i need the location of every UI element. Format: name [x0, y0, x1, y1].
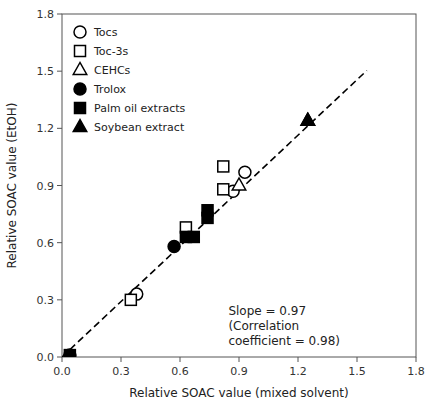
y-tick	[57, 128, 62, 129]
point	[64, 349, 76, 357]
y-tick	[57, 14, 62, 15]
legend-label: Trolox	[93, 83, 127, 96]
chart: 0.0 0.3 0.6 0.9 1.2 1.5 1.8 0.0 0.3 0.6 0.9 1.2 1.5 1…	[0, 0, 430, 409]
y-tick	[57, 242, 62, 243]
point	[64, 350, 75, 357]
y-tick	[57, 357, 62, 358]
point	[218, 184, 229, 195]
y-tick	[57, 299, 62, 300]
x-tick-label: 1.8	[407, 365, 425, 378]
x-tick	[180, 357, 181, 362]
legend-marker	[74, 26, 86, 38]
x-tick-label: 1.5	[348, 365, 366, 378]
point	[301, 113, 315, 125]
annotation-line: Slope = 0.97	[228, 304, 306, 318]
point	[202, 205, 213, 216]
x-tick	[416, 357, 417, 362]
annotation: Slope = 0.97(Correlationcoefficient = 0.…	[228, 304, 340, 348]
point	[168, 240, 180, 252]
legend-marker	[73, 120, 87, 132]
x-tick	[357, 357, 358, 362]
legend-label: Toc-3s	[93, 45, 129, 58]
legend-marker	[75, 46, 86, 57]
y-tick-label: 0.3	[37, 294, 55, 307]
point	[301, 113, 315, 125]
fit-line	[62, 70, 367, 357]
legend-label: Palm oil extracts	[94, 102, 186, 115]
annotation-line: coefficient = 0.98)	[228, 334, 340, 348]
x-tick	[62, 357, 63, 362]
y-tick-label: 0.6	[37, 237, 55, 250]
x-axis-label: Relative SOAC value (mixed solvent)	[129, 386, 349, 400]
legend-label: CEHCs	[94, 64, 131, 77]
point	[188, 231, 199, 242]
plot-frame	[62, 14, 416, 357]
y-tick	[57, 185, 62, 186]
legend: Tocs Toc-3s CEHCs Trolox Palm oil extracts So…	[73, 26, 185, 134]
legend-marker	[74, 83, 86, 95]
point	[125, 294, 136, 305]
x-tick-label: 0.9	[230, 365, 248, 378]
y-tick-label: 1.2	[37, 122, 55, 135]
legend-label: Tocs	[93, 26, 118, 39]
y-tick-label: 1.5	[37, 65, 55, 78]
x-tick-label: 0.6	[171, 365, 189, 378]
point	[239, 166, 251, 178]
legend-marker	[75, 103, 86, 114]
point	[218, 161, 229, 172]
x-tick-label: 0.0	[53, 365, 71, 378]
x-tick-label: 1.2	[289, 365, 307, 378]
y-tick-label: 1.8	[37, 8, 55, 21]
y-tick-label: 0.9	[37, 180, 55, 193]
point	[232, 178, 246, 190]
x-tick	[239, 357, 240, 362]
y-tick	[57, 71, 62, 72]
axes: 0.0 0.3 0.6 0.9 1.2 1.5 1.8 0.0 0.3 0.6 0.9 1.2 1.5 1…	[37, 8, 425, 378]
y-axis-label: Relative SOAC value (EtOH)	[5, 103, 19, 269]
legend-marker	[73, 63, 87, 75]
legend-label: Soybean extract	[94, 121, 185, 134]
x-tick	[298, 357, 299, 362]
y-tick-label: 0.0	[37, 351, 55, 364]
x-tick-label: 0.3	[112, 365, 130, 378]
x-tick	[121, 357, 122, 362]
annotation-line: (Correlation	[228, 319, 299, 333]
marks	[62, 70, 367, 357]
